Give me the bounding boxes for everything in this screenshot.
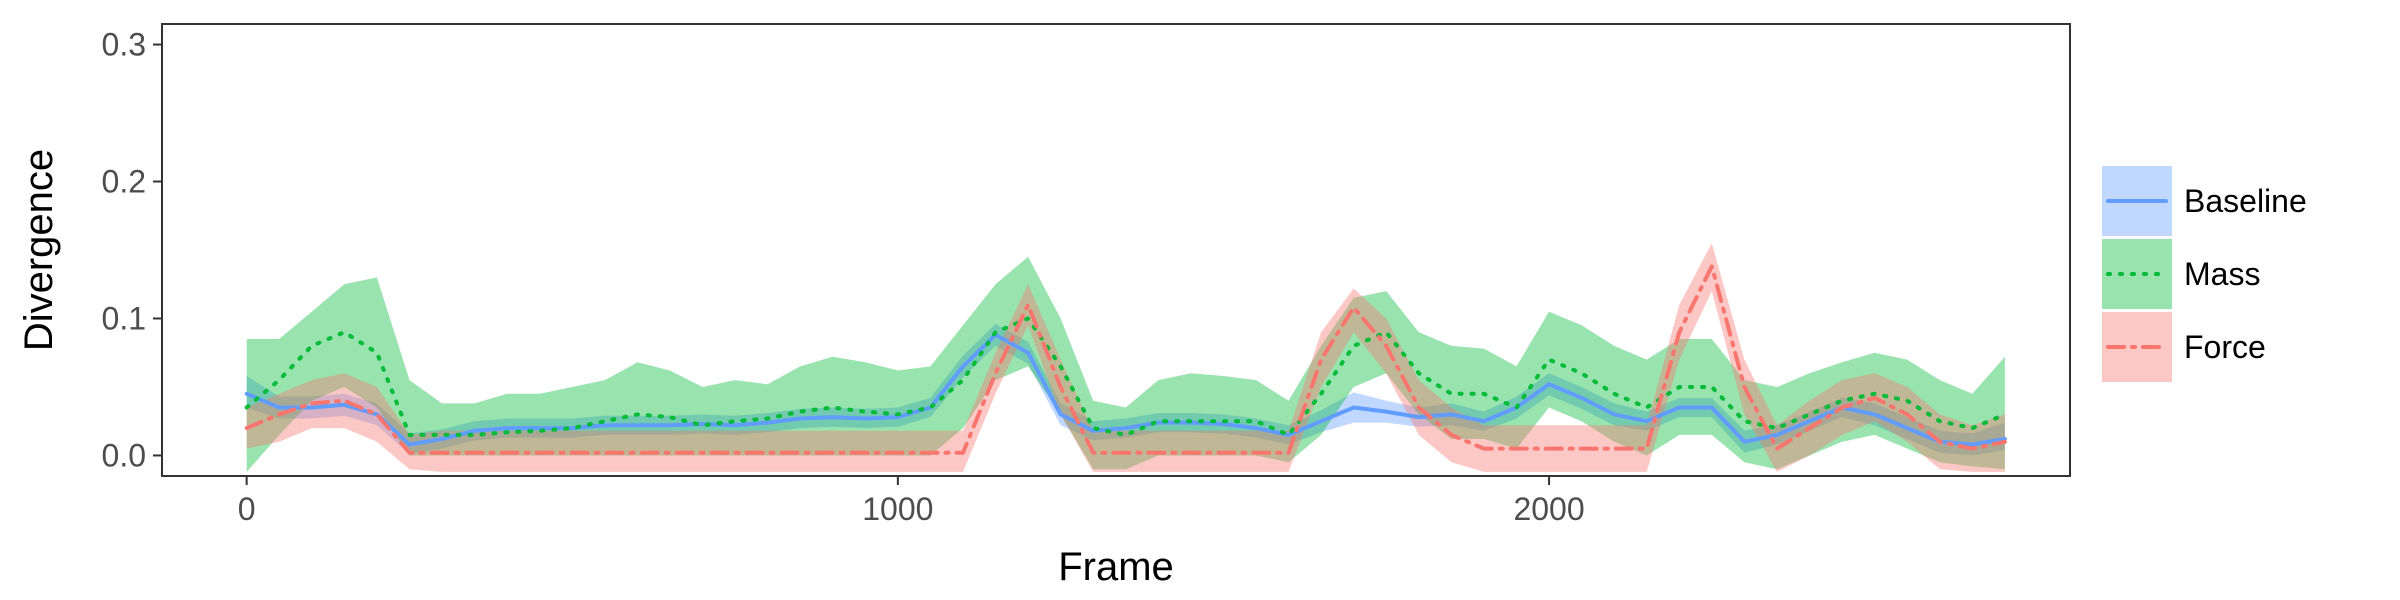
y-tick-label: 0.0 [102, 437, 146, 473]
band-series-1 [246, 256, 2005, 472]
legend-label-0: Baseline [2184, 183, 2307, 219]
y-tick-label: 0.3 [102, 27, 146, 63]
legend-label-2: Force [2184, 329, 2266, 365]
x-tick-label: 2000 [1513, 491, 1584, 527]
plot-area [161, 23, 2071, 477]
y-axis-title: Divergence [17, 149, 61, 351]
band-series-2 [246, 243, 2005, 472]
series-lines [244, 264, 2007, 455]
y-tick-label: 0.1 [102, 300, 146, 336]
plot-border [161, 23, 2071, 477]
legend: Baseline Mass Force [2102, 166, 2307, 382]
x-tick-label: 0 [238, 491, 256, 527]
x-tick-label: 1000 [862, 491, 933, 527]
line-series-2 [244, 264, 2007, 455]
legend-key-1 [2102, 239, 2172, 309]
legend-label-1: Mass [2184, 256, 2260, 292]
x-axis-title: Frame [1058, 545, 1174, 589]
line-series-1 [244, 316, 2007, 437]
line-series-0 [244, 332, 2007, 447]
y-axis: 0.0 0.1 0.2 0.3 [102, 27, 162, 473]
x-axis: 0 1000 2000 [238, 476, 1585, 527]
y-tick-label: 0.2 [102, 164, 146, 200]
